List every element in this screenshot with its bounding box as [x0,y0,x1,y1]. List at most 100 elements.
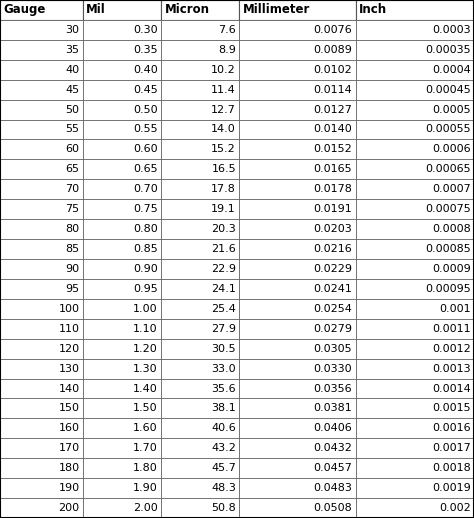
Bar [356,139,474,160]
Text: 85: 85 [65,244,80,254]
Bar [0,358,83,379]
Text: 140: 140 [58,383,80,394]
Bar [0,199,83,219]
Bar [239,99,356,120]
Bar [161,20,239,40]
Text: 22.9: 22.9 [211,264,236,274]
Text: 1.10: 1.10 [133,324,158,334]
Bar [0,40,83,60]
Text: 0.002: 0.002 [439,503,471,513]
Text: 7.6: 7.6 [219,25,236,35]
Bar [356,379,474,398]
Text: 10.2: 10.2 [211,65,236,75]
Bar [161,60,239,80]
Bar [356,20,474,40]
Text: 1.30: 1.30 [133,364,158,373]
Text: 0.0432: 0.0432 [313,443,352,453]
Bar [83,99,161,120]
Text: 0.0191: 0.0191 [313,204,352,214]
Bar [161,478,239,498]
Text: 65: 65 [65,164,80,175]
Bar [356,0,474,20]
Text: 0.001: 0.001 [439,304,471,314]
Text: 170: 170 [58,443,80,453]
Bar [239,20,356,40]
Text: 0.00065: 0.00065 [425,164,471,175]
Text: 0.0011: 0.0011 [432,324,471,334]
Bar [0,379,83,398]
Bar [161,0,239,20]
Bar [0,99,83,120]
Text: 0.0356: 0.0356 [314,383,352,394]
Bar [239,40,356,60]
Bar [356,279,474,299]
Text: 40: 40 [65,65,80,75]
Bar [83,20,161,40]
Text: 0.0007: 0.0007 [432,184,471,194]
Bar [356,179,474,199]
Bar [356,319,474,339]
Text: 0.90: 0.90 [133,264,158,274]
Text: 16.5: 16.5 [211,164,236,175]
Bar [239,0,356,20]
Text: 0.0012: 0.0012 [432,343,471,354]
Bar [83,498,161,518]
Text: 0.0008: 0.0008 [432,224,471,234]
Bar [356,239,474,259]
Bar [356,458,474,478]
Text: 0.0004: 0.0004 [432,65,471,75]
Text: 27.9: 27.9 [211,324,236,334]
Text: 0.50: 0.50 [133,105,158,114]
Text: 0.95: 0.95 [133,284,158,294]
Text: 19.1: 19.1 [211,204,236,214]
Bar [83,120,161,139]
Text: 2.00: 2.00 [133,503,158,513]
Text: 35.6: 35.6 [211,383,236,394]
Text: 0.0406: 0.0406 [313,423,352,434]
Bar [83,319,161,339]
Text: 200: 200 [58,503,80,513]
Text: 33.0: 33.0 [211,364,236,373]
Bar [161,99,239,120]
Text: 0.0014: 0.0014 [432,383,471,394]
Bar [239,279,356,299]
Text: Inch: Inch [359,4,387,17]
Text: 30: 30 [65,25,80,35]
Text: 1.20: 1.20 [133,343,158,354]
Text: 0.0009: 0.0009 [432,264,471,274]
Bar [0,498,83,518]
Text: 0.0102: 0.0102 [313,65,352,75]
Bar [83,438,161,458]
Text: 14.0: 14.0 [211,124,236,135]
Text: 11.4: 11.4 [211,84,236,95]
Bar [161,438,239,458]
Text: 0.0114: 0.0114 [313,84,352,95]
Bar [83,379,161,398]
Text: 0.0254: 0.0254 [313,304,352,314]
Bar [0,60,83,80]
Text: 90: 90 [65,264,80,274]
Text: 50.8: 50.8 [211,503,236,513]
Text: 21.6: 21.6 [211,244,236,254]
Text: 0.35: 0.35 [133,45,158,55]
Bar [83,40,161,60]
Bar [83,398,161,419]
Bar [0,398,83,419]
Bar [83,179,161,199]
Bar [161,239,239,259]
Bar [239,179,356,199]
Text: 150: 150 [59,404,80,413]
Bar [161,40,239,60]
Text: 45: 45 [65,84,80,95]
Bar [0,259,83,279]
Bar [356,259,474,279]
Text: 8.9: 8.9 [218,45,236,55]
Text: 48.3: 48.3 [211,483,236,493]
Bar [239,438,356,458]
Bar [0,179,83,199]
Text: 0.00075: 0.00075 [425,204,471,214]
Bar [83,139,161,160]
Bar [161,199,239,219]
Text: 0.0330: 0.0330 [314,364,352,373]
Bar [0,279,83,299]
